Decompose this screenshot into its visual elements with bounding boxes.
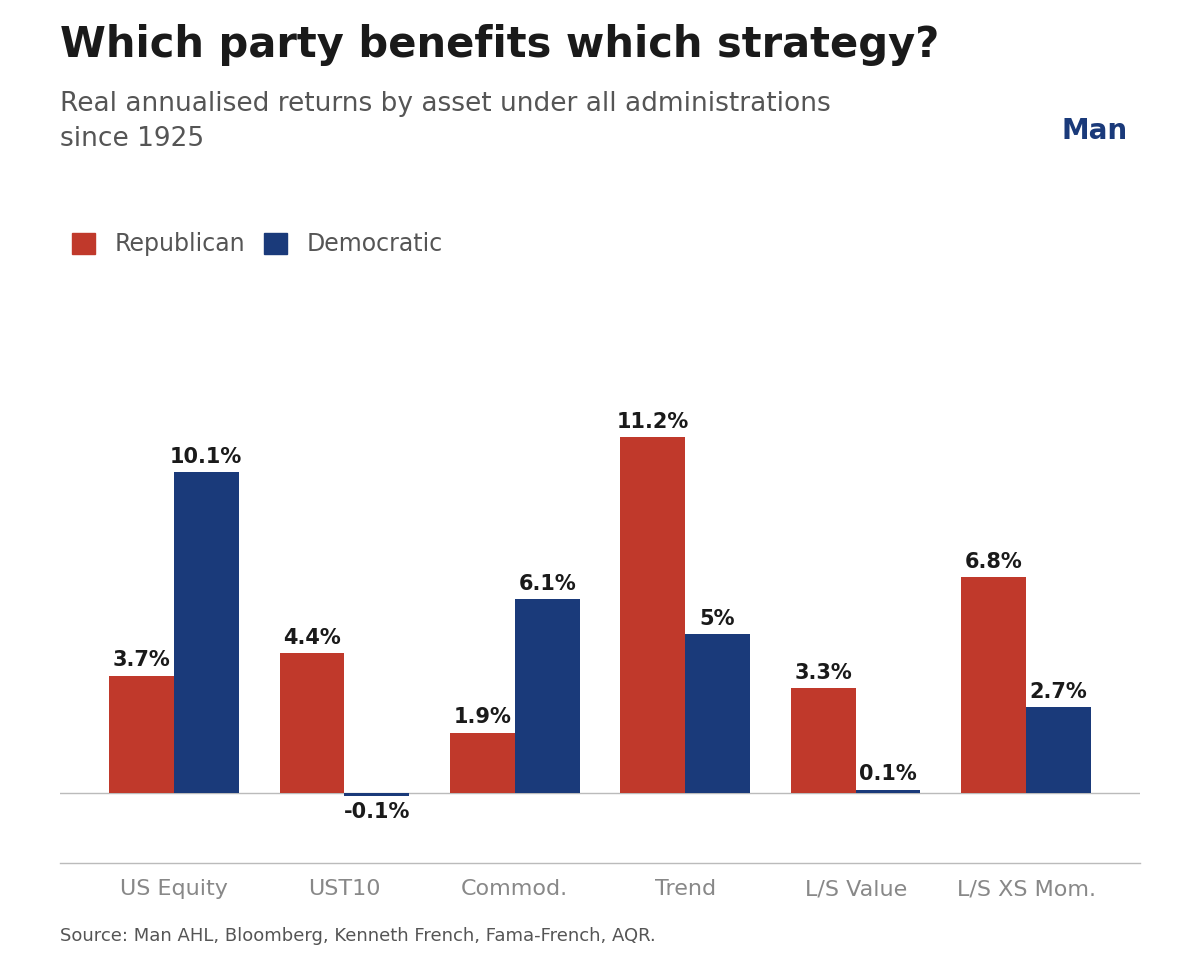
Bar [515, 599, 580, 793]
Bar [856, 790, 920, 793]
Bar [109, 676, 174, 793]
Bar [791, 689, 856, 793]
Text: 10.1%: 10.1% [170, 447, 242, 467]
Bar [685, 635, 750, 793]
Text: 3.7%: 3.7% [113, 650, 170, 670]
Legend: Republican, Democratic: Republican, Democratic [72, 232, 443, 256]
Text: 11.2%: 11.2% [617, 411, 689, 432]
Text: 5%: 5% [700, 609, 736, 629]
Text: 6.8%: 6.8% [965, 551, 1022, 572]
Bar [174, 473, 239, 793]
Text: Real annualised returns by asset under all administrations
since 1925: Real annualised returns by asset under a… [60, 91, 830, 152]
Text: Man: Man [1062, 117, 1128, 145]
Text: 4.4%: 4.4% [283, 628, 341, 647]
Text: -0.1%: -0.1% [343, 802, 410, 822]
Text: 2.7%: 2.7% [1030, 682, 1087, 702]
Text: 0.1%: 0.1% [859, 764, 917, 784]
Bar [280, 653, 344, 793]
Bar [620, 437, 685, 793]
Text: 1.9%: 1.9% [454, 707, 511, 727]
Bar [450, 733, 515, 793]
Text: 3.3%: 3.3% [794, 663, 852, 683]
Text: M: M [1067, 37, 1123, 91]
Bar [344, 793, 409, 796]
Text: Source: Man AHL, Bloomberg, Kenneth French, Fama-French, AQR.: Source: Man AHL, Bloomberg, Kenneth Fren… [60, 926, 655, 945]
Bar [961, 577, 1026, 793]
Text: 6.1%: 6.1% [518, 573, 576, 594]
Bar [1026, 708, 1091, 793]
Text: Which party benefits which strategy?: Which party benefits which strategy? [60, 24, 940, 66]
